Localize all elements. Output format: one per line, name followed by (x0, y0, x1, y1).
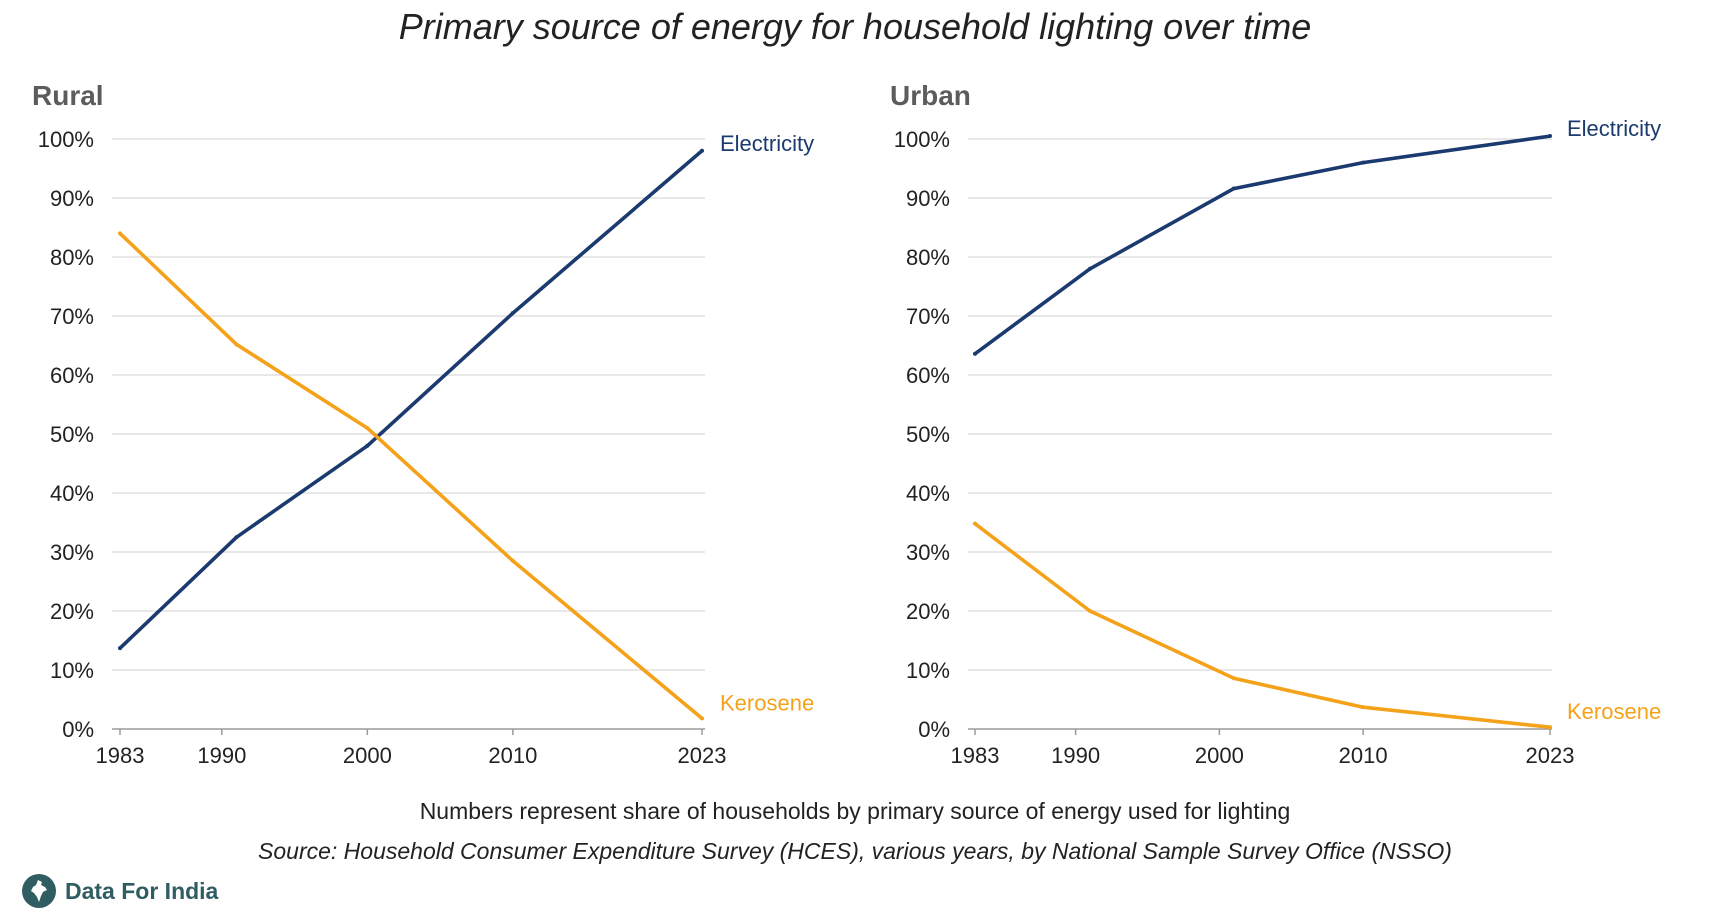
kerosene-line (118, 231, 704, 721)
x-tick-label: 2023 (678, 743, 727, 768)
brand-name: Data For India (65, 877, 219, 904)
electricity-point (1231, 186, 1236, 191)
x-tick-label: 2023 (1526, 743, 1575, 768)
electricity-label: Electricity (1567, 116, 1661, 141)
kerosene-point (510, 558, 515, 563)
y-tick-label: 90% (50, 186, 94, 211)
kerosene-point (365, 426, 370, 431)
india-map-icon (22, 874, 56, 908)
y-tick-label: 100% (894, 127, 950, 152)
kerosene-label: Kerosene (1567, 699, 1661, 724)
chart-title: Primary source of energy for household l… (398, 6, 1312, 47)
x-tick-label: 2000 (343, 743, 392, 768)
y-tick-label: 70% (50, 304, 94, 329)
kerosene-point (700, 716, 704, 721)
kerosene-point (1088, 609, 1092, 613)
y-tick-label: 0% (62, 717, 94, 742)
electricity-point (510, 311, 515, 316)
chart-note: Numbers represent share of households by… (419, 798, 1291, 824)
rural-panel: Rural 0% 10% 20% 30% 40% 50% 60% 70% 80% 90% 100% 19… (32, 80, 814, 768)
electricity-point (973, 351, 977, 356)
y-tick-label: 20% (50, 599, 94, 624)
electricity-point (118, 646, 122, 651)
electricity-label: Electricity (720, 131, 814, 156)
urban-panel: Urban 0% 10% 20% 30% 40% 50% 60% 70% 80% 90% 100% 19… (890, 80, 1661, 768)
y-tick-label: 0% (918, 717, 950, 742)
chart-source: Source: Household Consumer Expenditure S… (258, 838, 1452, 864)
y-tick-label: 40% (50, 481, 94, 506)
x-tick-label: 1990 (1051, 743, 1100, 768)
electricity-point (365, 443, 370, 448)
y-tick-label: 30% (50, 540, 94, 565)
y-tick-label: 100% (38, 127, 94, 152)
x-tick-label: 1983 (96, 743, 145, 768)
kerosene-point (1231, 676, 1236, 681)
kerosene-point (1361, 705, 1366, 710)
y-tick-label: 10% (50, 658, 94, 683)
y-tick-label: 90% (906, 186, 950, 211)
kerosene-point (234, 342, 239, 347)
x-tick-label: 2010 (488, 743, 537, 768)
kerosene-point (973, 521, 977, 526)
panel-title: Urban (890, 80, 971, 111)
electricity-line (973, 134, 1552, 356)
electricity-point (1088, 266, 1092, 271)
x-tick-label: 1990 (197, 743, 246, 768)
kerosene-label: Kerosene (720, 690, 814, 715)
electricity-line (118, 149, 704, 651)
x-tick-label: 2010 (1339, 743, 1388, 768)
electricity-point (234, 535, 239, 540)
kerosene-point (1548, 725, 1552, 730)
y-tick-label: 30% (906, 540, 950, 565)
y-tick-label: 80% (50, 245, 94, 270)
y-tick-label: 70% (906, 304, 950, 329)
electricity-point (1361, 160, 1366, 165)
brand-logo-block: Data For India (22, 873, 218, 909)
kerosene-point (118, 231, 122, 236)
kerosene-line (973, 521, 1552, 730)
y-tick-label: 80% (906, 245, 950, 270)
y-tick-label: 50% (906, 422, 950, 447)
electricity-point (700, 148, 704, 153)
y-tick-label: 40% (906, 481, 950, 506)
y-tick-label: 60% (50, 363, 94, 388)
panel-title: Rural (32, 80, 104, 111)
y-tick-label: 10% (906, 658, 950, 683)
x-tick-label: 2000 (1195, 743, 1244, 768)
y-tick-label: 60% (906, 363, 950, 388)
charts-area: Rural 0% 10% 20% 30% 40% 50% 60% 70% 80% 90% 100% 19… (32, 80, 1661, 768)
electricity-point (1548, 134, 1552, 139)
x-tick-label: 1983 (951, 743, 1000, 768)
y-tick-label: 50% (50, 422, 94, 447)
y-tick-label: 20% (906, 599, 950, 624)
